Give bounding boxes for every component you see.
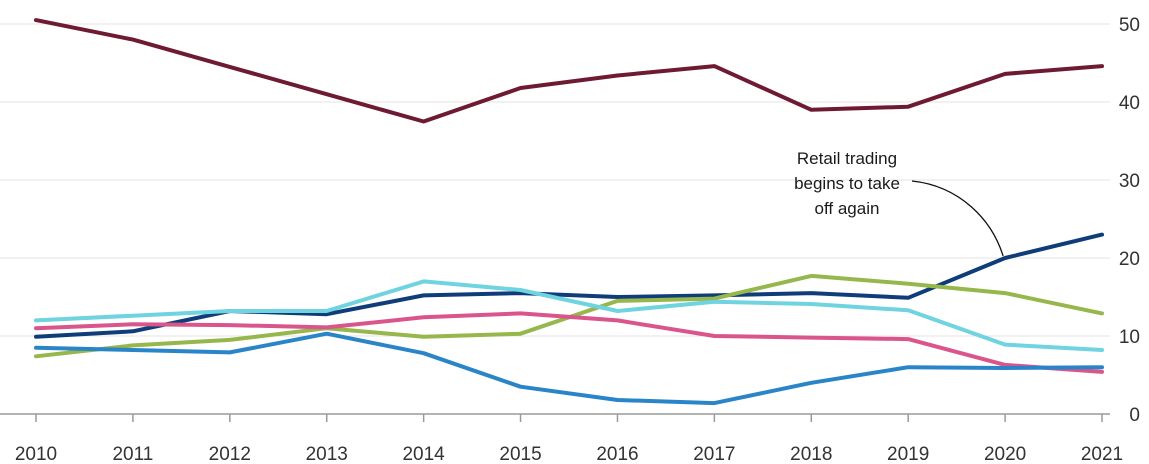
series-line-6 — [34, 331, 1104, 406]
y-tick-label-10: 10 — [1119, 327, 1140, 348]
series-line-4 — [34, 279, 1104, 352]
y-tick-label-0: 0 — [1129, 405, 1140, 426]
x-tick-label-2014: 2014 — [402, 444, 445, 464]
series-line-5 — [34, 311, 1104, 374]
x-tick-label-2018: 2018 — [790, 444, 832, 464]
series-line-1 — [34, 18, 1104, 124]
x-tick-label-2015: 2015 — [499, 444, 541, 464]
x-tick-label-2016: 2016 — [596, 444, 638, 464]
axes: 0 10 20 30 40 50 2010 2011 2012 2013 2014 2015 2016 2… — [15, 15, 1140, 464]
series-line-2 — [34, 232, 1104, 339]
x-tick-label-2010: 2010 — [15, 444, 57, 464]
x-tick-label-2013: 2013 — [306, 444, 348, 464]
x-tick-label-2017: 2017 — [693, 444, 735, 464]
x-tick-label-2011: 2011 — [112, 444, 153, 464]
gridlines — [0, 23, 1110, 415]
x-tick-label-2021: 2021 — [1081, 444, 1123, 464]
y-tick-label-50: 50 — [1119, 15, 1140, 36]
annotations: Retail trading begins to take off again — [794, 149, 1004, 257]
series-lines — [34, 18, 1104, 406]
annotation-pointer — [911, 180, 1004, 257]
y-tick-label-30: 30 — [1119, 171, 1140, 192]
annotation-text-line-3: off again — [815, 199, 880, 218]
x-tick-label-2020: 2020 — [984, 444, 1026, 464]
y-tick-label-20: 20 — [1119, 249, 1140, 270]
y-tick-label-40: 40 — [1119, 93, 1140, 114]
annotation-text-line-2: begins to take — [794, 174, 900, 193]
x-tick-label-2012: 2012 — [209, 444, 251, 464]
x-tick-label-2019: 2019 — [887, 444, 929, 464]
annotation-text-line-1: Retail trading — [797, 149, 897, 168]
